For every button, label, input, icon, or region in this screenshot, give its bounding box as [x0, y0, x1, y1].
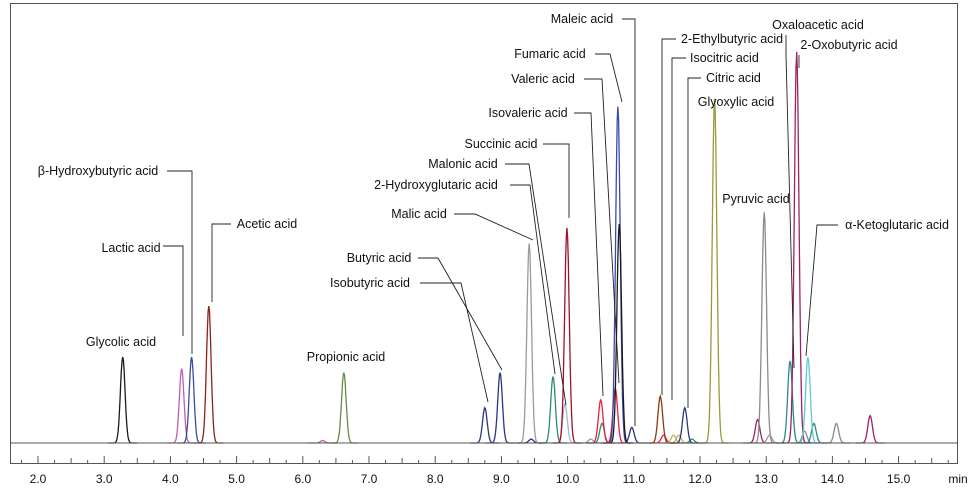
x-tick-label-10-0: 10.0 — [556, 472, 580, 486]
label-isobutyric-acid: Isobutyric acid — [330, 276, 410, 290]
x-tick-label-9-0: 9.0 — [493, 472, 510, 486]
leader-citric-acid — [687, 77, 701, 408]
peak-citric-acid — [670, 406, 700, 444]
minor-peak-13 — [855, 414, 885, 444]
leader-lactic-acid — [163, 245, 184, 336]
x-tick-label-11-0: 11.0 — [623, 472, 646, 486]
leader-oxaloacetic-acid — [785, 35, 795, 369]
leader-butyric-acid — [418, 257, 503, 371]
peak-glycolic-acid — [108, 356, 138, 444]
x-axis-ticks: 2.0 3.0 4.0 5.0 6.0 7.0 8.0 9.0 10.0 11.0 12.0 13.0… — [20, 456, 949, 486]
label-butyric-acid: Butyric acid — [347, 251, 412, 265]
peak-pyruvic-acid — [749, 212, 779, 444]
x-tick-label-8-0: 8.0 — [427, 472, 444, 486]
leader-isocitric-acid — [671, 57, 686, 400]
x-tick-label-7-0: 7.0 — [361, 472, 378, 486]
label-isocitric-acid: Isocitric acid — [690, 51, 759, 65]
leader-malic-acid — [454, 213, 534, 241]
x-tick-label-13-0: 13.0 — [755, 472, 779, 486]
label-2-ethylbutyric-acid: 2-Ethylbutyric acid — [681, 32, 783, 46]
label-succinic-acid: Succinic acid — [465, 137, 538, 151]
peak-labels: Glycolic acid Lactic acid β-Hydroxybutyric… — [38, 12, 949, 364]
leader-malonic-acid — [505, 163, 567, 406]
leader-maleic-acid — [622, 18, 636, 426]
x-tick-label-15-0: 15.0 — [887, 472, 911, 486]
leader-hydroxybutyric-acid — [167, 170, 193, 354]
x-tick-label-12-0: 12.0 — [688, 472, 712, 486]
x-tick-label-2-0: 2.0 — [30, 472, 47, 486]
peak-ketoglutaric-acid — [793, 356, 823, 444]
leader-acetic-acid — [211, 223, 231, 302]
label-malic-acid: Malic acid — [391, 207, 447, 221]
leader-2-hydroxyglutaric-acid — [510, 184, 556, 375]
label-lactic-acid: Lactic acid — [101, 241, 160, 255]
leader-succinic-acid — [543, 143, 570, 218]
label-2-hydroxyglutaric-acid: 2-Hydroxyglutaric acid — [374, 178, 498, 192]
peak-2-ethylbutyric-acid — [645, 394, 675, 444]
leader-isovaleric-acid — [574, 112, 604, 397]
peak-propionic-acid — [329, 372, 359, 444]
minor-peak-9 — [754, 434, 785, 444]
minor-peak-12 — [821, 422, 851, 444]
label-hydroxybutyric-acid: β-Hydroxybutyric acid — [38, 164, 158, 178]
x-tick-label-3-0: 3.0 — [96, 472, 113, 486]
label-valeric-acid: Valeric acid — [511, 72, 575, 86]
peak-acetic-acid — [194, 306, 224, 444]
label-ketoglutaric-acid: α-Ketoglutaric acid — [845, 218, 949, 232]
peak-2-oxobutyric-acid — [782, 51, 812, 444]
peak-maleic-acid — [604, 223, 634, 444]
label-oxaloacetic-acid: Oxaloacetic acid — [772, 18, 864, 32]
x-tick-label-6-0: 6.0 — [294, 472, 311, 486]
leader-fumaric-acid — [595, 53, 623, 103]
x-tick-label-5-0: 5.0 — [228, 472, 245, 486]
peak-butyric-acid — [485, 372, 515, 444]
label-acetic-acid: Acetic acid — [237, 217, 297, 231]
peak-lactic-acid — [167, 368, 197, 444]
label-pyruvic-acid: Pyruvic acid — [722, 192, 789, 206]
leader-valeric-acid — [584, 78, 620, 384]
peak-malic-acid — [514, 243, 544, 444]
peak-glyoxylic-acid — [700, 98, 730, 444]
label-maleic-acid: Maleic acid — [551, 12, 614, 26]
plot-frame — [10, 3, 958, 464]
label-glycolic-acid: Glycolic acid — [86, 335, 156, 349]
label-citric-acid: Citric acid — [706, 71, 761, 85]
x-axis-unit-label: min — [948, 472, 967, 486]
label-malonic-acid: Malonic acid — [428, 157, 498, 171]
x-tick-label-4-0: 4.0 — [162, 472, 179, 486]
label-glyoxylic-acid: Glyoxylic acid — [698, 95, 774, 109]
peak-malonic-acid — [550, 402, 580, 444]
x-tick-label-14-0: 14.0 — [821, 472, 845, 486]
leader-ketoglutaric-acid — [805, 224, 838, 357]
leader-2-ethylbutyric-acid — [661, 38, 676, 395]
label-isovaleric-acid: Isovaleric acid — [488, 106, 567, 120]
leader-isobutyric-acid — [420, 282, 489, 403]
label-fumaric-acid: Fumaric acid — [514, 47, 586, 61]
label-2-oxobutyric-acid: 2-Oxobutyric acid — [800, 38, 897, 52]
leader-lines — [163, 18, 838, 426]
label-propionic-acid: Propionic acid — [307, 350, 386, 364]
